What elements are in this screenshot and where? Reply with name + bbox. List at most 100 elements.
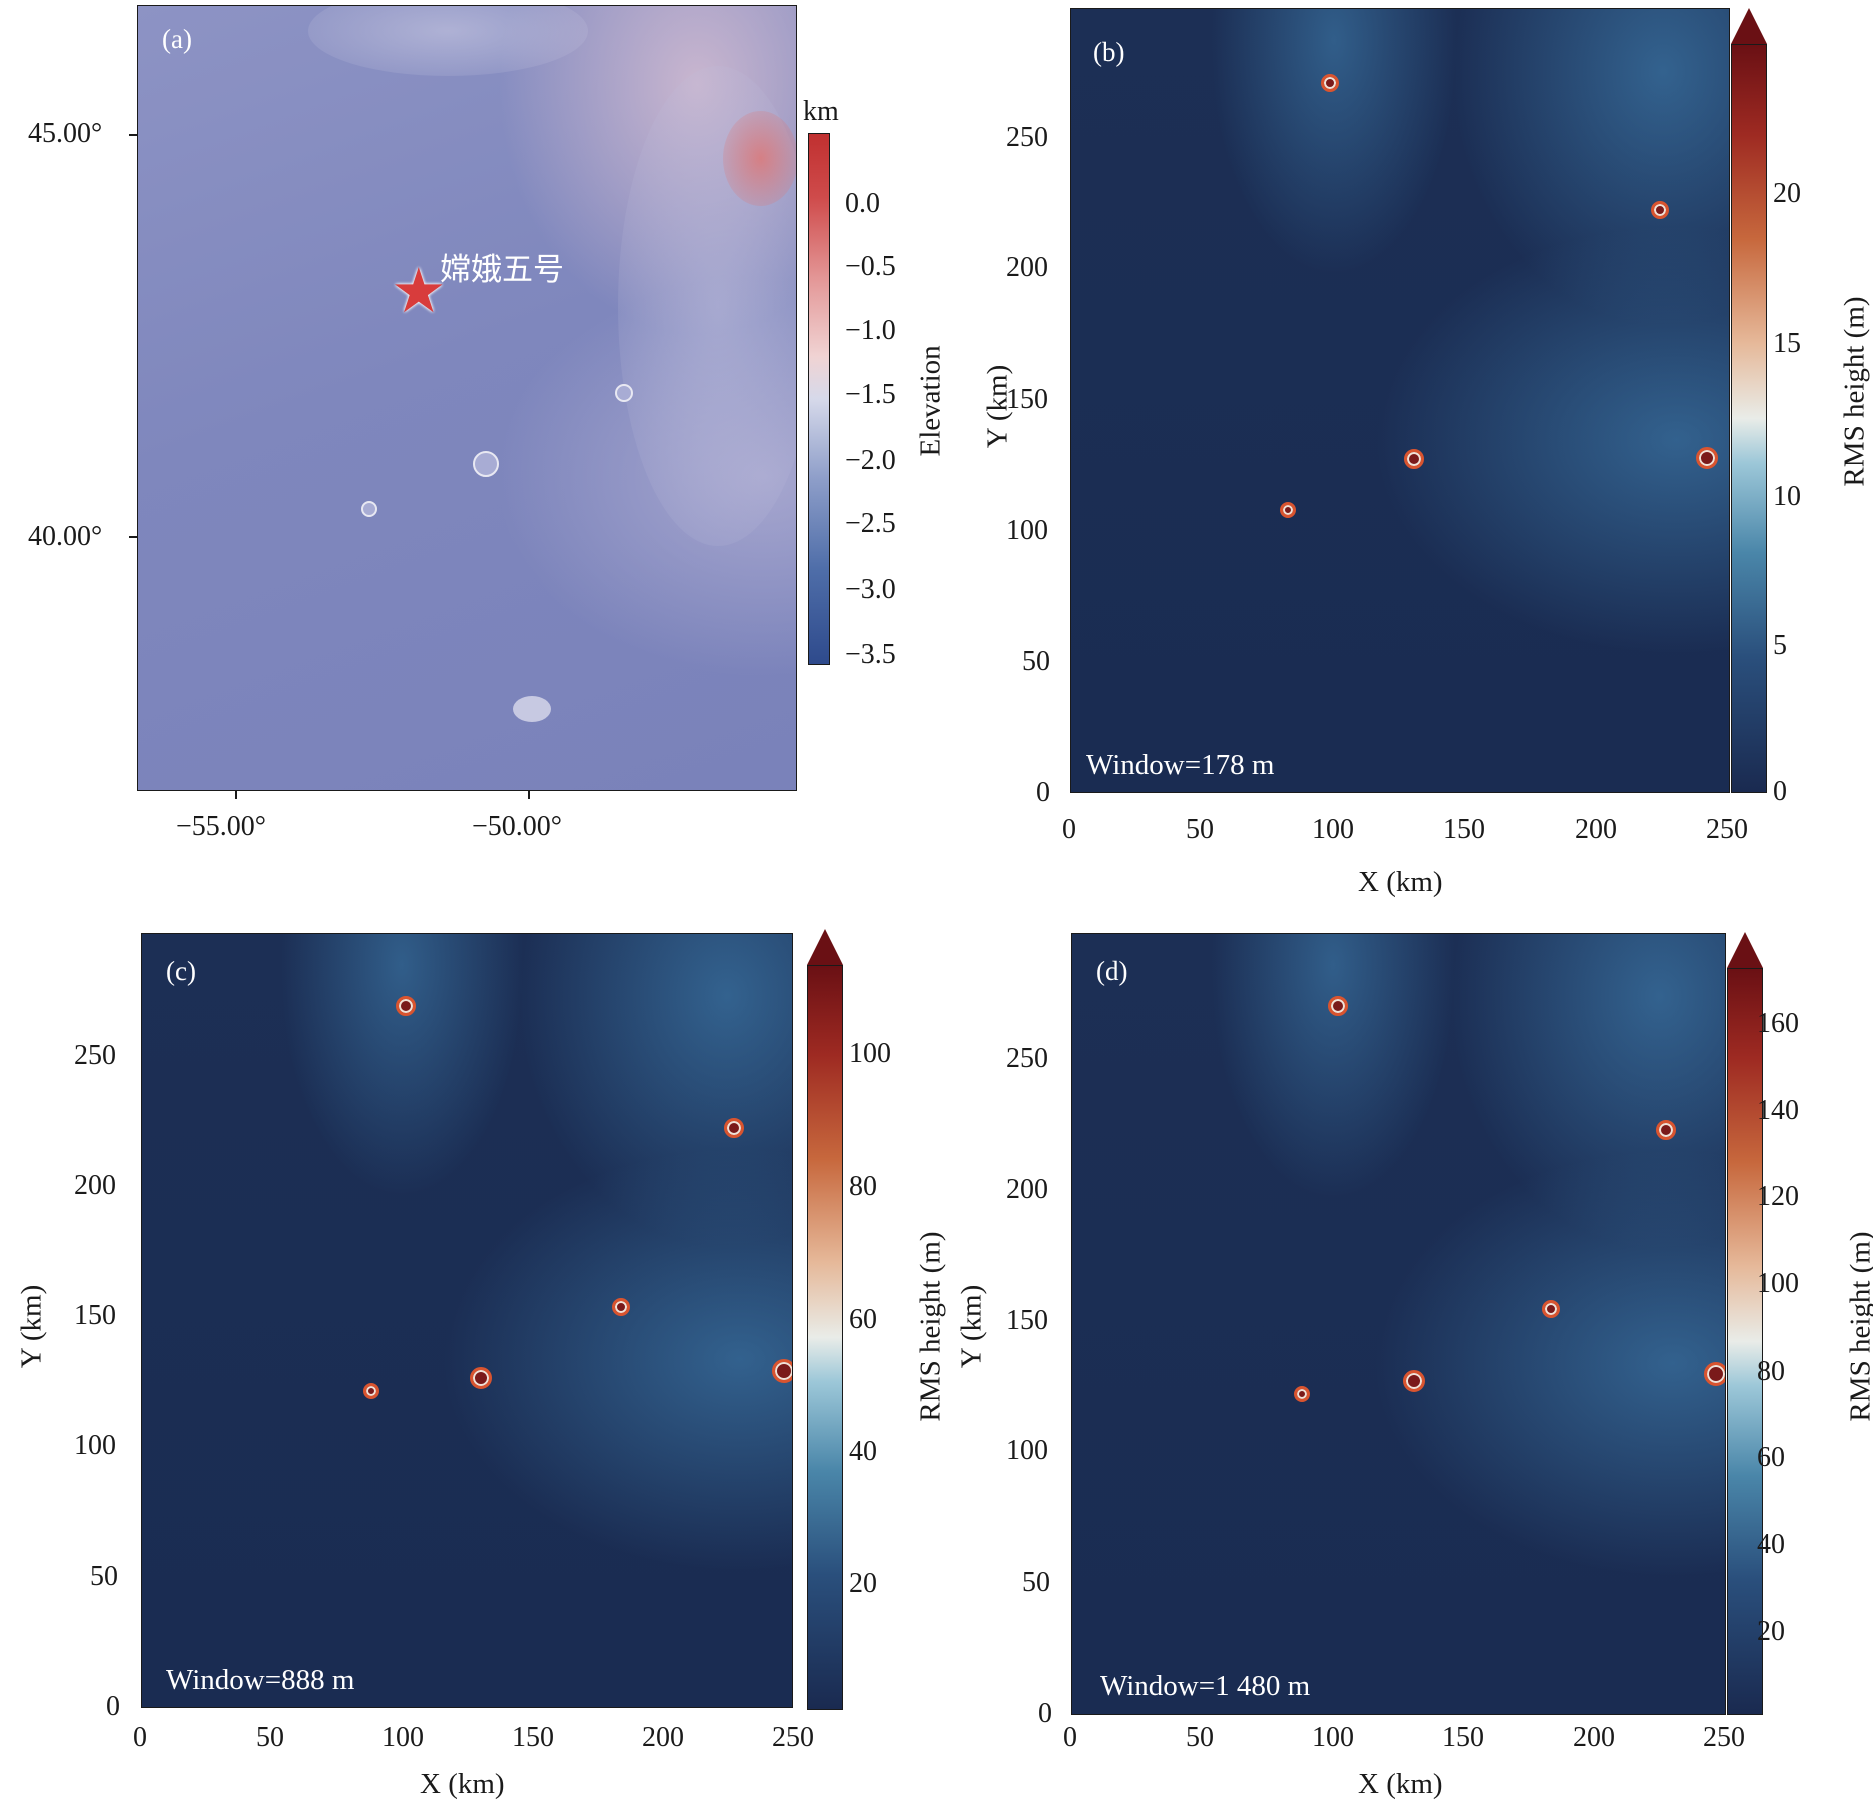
colorbar-title: RMS height (m) <box>914 1231 947 1422</box>
crater-ring <box>1704 1362 1725 1386</box>
crater-ring <box>1294 1386 1310 1402</box>
colorbar-tick-label: 60 <box>1757 1442 1785 1473</box>
lon-tick-label: −55.00° <box>176 811 266 842</box>
colorbar-tick-label: −3.5 <box>845 639 896 670</box>
colorbar-tick-label: 140 <box>1757 1095 1799 1126</box>
x-tick-label: 0 <box>1062 814 1076 845</box>
colorbar-tick-label: −2.0 <box>845 445 896 476</box>
panel-d-letter: (d) <box>1096 956 1128 986</box>
elevation-map: (a) ★ 嫦娥五号 <box>137 5 797 791</box>
colorbar-extend-arrow <box>1727 932 1763 968</box>
rms-colorbar-d <box>1727 968 1763 1715</box>
colorbar-tick-label: −0.5 <box>845 251 896 282</box>
crater-ring <box>1403 1370 1425 1392</box>
x-tick-label: 100 <box>1312 1722 1354 1753</box>
x-tick-label: 250 <box>1706 814 1748 845</box>
crater-ring <box>612 1298 630 1316</box>
y-axis-title: Y (km) <box>15 1284 48 1369</box>
colorbar-tick-label: −1.0 <box>845 315 896 346</box>
crater-ring <box>1656 1120 1676 1140</box>
window-label: Window=178 m <box>1086 749 1275 781</box>
x-axis-title: X (km) <box>1358 1768 1443 1800</box>
crater-ring <box>1651 201 1669 219</box>
colorbar-tick-label: 10 <box>1773 481 1801 512</box>
rms-colorbar-b <box>1731 44 1767 793</box>
lon-tick <box>528 791 530 799</box>
crater-ring <box>772 1359 792 1383</box>
crater-ring <box>1404 449 1424 469</box>
colorbar-tick-label: 60 <box>849 1304 877 1335</box>
y-tick-label: 50 <box>1022 1567 1050 1598</box>
colorbar-tick-label: 15 <box>1773 328 1801 359</box>
crater-ring <box>724 1118 744 1138</box>
colorbar-tick-label: 40 <box>1757 1529 1785 1560</box>
x-tick-label: 150 <box>512 1722 554 1753</box>
colorbar-extend-arrow <box>1731 8 1767 44</box>
colorbar-tick-label: 100 <box>1757 1268 1799 1299</box>
rms-map-d: (d) Window=1 480 m <box>1071 933 1726 1715</box>
landing-site-star-icon: ★ <box>391 258 447 326</box>
y-tick-label: 100 <box>74 1430 116 1461</box>
colorbar-tick-label: 160 <box>1757 1008 1799 1039</box>
elevation-colorbar <box>808 133 830 665</box>
colorbar-tick-label: 80 <box>849 1171 877 1202</box>
x-tick-label: 250 <box>1703 1722 1745 1753</box>
y-tick-label: 250 <box>1006 1043 1048 1074</box>
x-tick-label: 200 <box>1575 814 1617 845</box>
colorbar-tick-label: 100 <box>849 1038 891 1069</box>
colorbar-tick-label: 20 <box>1757 1616 1785 1647</box>
y-tick-label: 200 <box>1006 1174 1048 1205</box>
crater-ring <box>1328 996 1348 1016</box>
landing-site-label: 嫦娥五号 <box>440 252 564 288</box>
crater-ring <box>363 1383 379 1399</box>
window-label: Window=888 m <box>166 1664 355 1696</box>
northern-highland <box>308 6 588 76</box>
x-axis-title: X (km) <box>420 1768 505 1800</box>
x-tick-label: 0 <box>133 1722 147 1753</box>
colorbar-title: RMS height (m) <box>1844 1231 1873 1422</box>
colorbar-tick-label: −3.0 <box>845 574 896 605</box>
y-tick-label: 150 <box>1006 384 1048 415</box>
y-tick-label: 0 <box>1036 777 1050 808</box>
terrain-feature <box>513 696 551 722</box>
colorbar-tick-label: −2.5 <box>845 508 896 539</box>
x-tick-label: 50 <box>1186 814 1214 845</box>
window-label: Window=1 480 m <box>1100 1670 1311 1702</box>
y-tick-label: 100 <box>1006 1435 1048 1466</box>
colorbar-extend-arrow <box>807 929 843 965</box>
x-axis-title: X (km) <box>1358 866 1443 898</box>
high-elevation-patch <box>723 111 796 206</box>
lat-tick <box>129 134 137 136</box>
rms-map-b: (b) Window=178 m <box>1070 8 1730 793</box>
y-tick-label: 50 <box>1022 646 1050 677</box>
x-tick-label: 150 <box>1442 1722 1484 1753</box>
rms-map-c: (c) Window=888 m <box>141 933 793 1708</box>
y-tick-label: 150 <box>74 1300 116 1331</box>
lat-tick-label: 40.00° <box>28 521 103 552</box>
x-tick-label: 200 <box>642 1722 684 1753</box>
crater <box>615 384 633 402</box>
crater-ring <box>1321 74 1339 92</box>
y-tick-label: 250 <box>74 1040 116 1071</box>
colorbar-tick-label: 20 <box>1773 178 1801 209</box>
y-tick-label: 200 <box>74 1170 116 1201</box>
x-tick-label: 100 <box>382 1722 424 1753</box>
crater-ring <box>1280 502 1296 518</box>
colorbar-tick-label: 40 <box>849 1436 877 1467</box>
colorbar-tick-label: 120 <box>1757 1181 1799 1212</box>
colorbar-tick-label: 5 <box>1773 630 1787 661</box>
colorbar-tick-label: 80 <box>1757 1356 1785 1387</box>
colorbar-tick-label: 0 <box>1773 776 1787 807</box>
lat-tick <box>129 536 137 538</box>
crater <box>473 451 499 477</box>
x-tick-label: 50 <box>256 1722 284 1753</box>
crater-ring <box>396 996 416 1016</box>
colorbar-title: Elevation <box>914 345 947 457</box>
lon-tick-label: −50.00° <box>472 811 562 842</box>
rms-colorbar-c <box>807 965 843 1710</box>
y-tick-label: 100 <box>1006 515 1048 546</box>
x-tick-label: 200 <box>1573 1722 1615 1753</box>
lat-tick-label: 45.00° <box>28 118 103 149</box>
y-axis-title: Y (km) <box>981 364 1014 449</box>
colorbar-tick-label: −1.5 <box>845 379 896 410</box>
